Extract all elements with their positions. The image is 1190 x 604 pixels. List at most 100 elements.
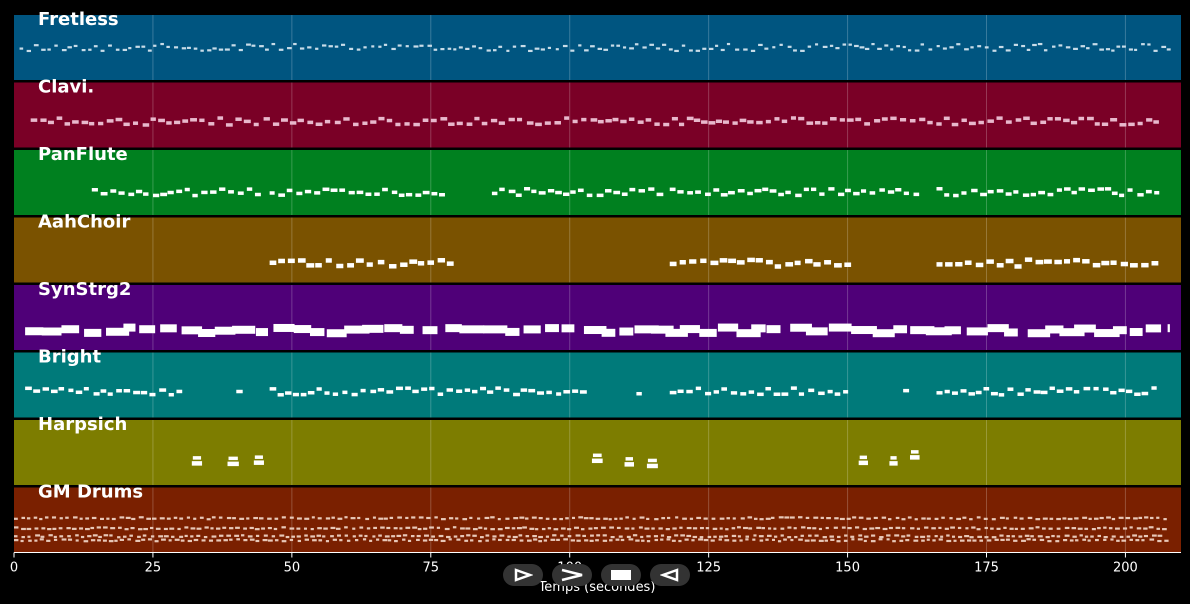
note	[747, 516, 753, 519]
note	[717, 323, 739, 332]
note	[100, 517, 104, 521]
note	[1156, 516, 1160, 519]
note	[1009, 527, 1014, 530]
note	[1110, 390, 1117, 395]
note	[854, 44, 859, 48]
note	[637, 120, 644, 124]
fast-forward-button[interactable]	[552, 564, 592, 586]
note	[146, 517, 151, 520]
note	[977, 535, 982, 538]
note	[98, 535, 102, 539]
note	[1028, 527, 1034, 530]
note	[470, 539, 474, 542]
note	[110, 527, 116, 530]
note	[635, 539, 640, 542]
note	[790, 116, 796, 120]
note	[735, 48, 740, 51]
note	[1083, 386, 1091, 391]
note	[588, 527, 593, 530]
note	[193, 47, 198, 50]
note	[325, 517, 331, 520]
note	[547, 46, 552, 50]
note	[907, 516, 912, 519]
note	[110, 189, 117, 193]
note	[570, 539, 576, 542]
note	[226, 516, 232, 520]
note	[304, 538, 309, 541]
note	[337, 517, 343, 520]
note	[1026, 48, 1031, 51]
note	[928, 48, 933, 51]
note	[281, 526, 286, 529]
note	[677, 389, 684, 394]
note	[1051, 534, 1055, 538]
stop-button[interactable]	[601, 564, 641, 586]
note	[583, 517, 589, 520]
note	[303, 527, 308, 530]
note	[263, 117, 270, 121]
note	[699, 526, 704, 530]
note	[1023, 116, 1030, 121]
note	[965, 527, 969, 530]
note	[1073, 257, 1081, 263]
note	[365, 192, 372, 197]
note	[154, 540, 159, 543]
rewind-button[interactable]	[650, 564, 690, 586]
note	[839, 517, 845, 521]
note	[511, 527, 516, 530]
note	[389, 264, 397, 269]
note	[718, 535, 724, 538]
note	[550, 538, 556, 541]
note	[30, 118, 38, 122]
note	[362, 538, 367, 541]
note	[1126, 535, 1131, 538]
note	[259, 45, 264, 48]
note	[211, 535, 217, 538]
note	[255, 539, 260, 543]
note	[228, 456, 238, 461]
note	[871, 42, 875, 46]
note	[1063, 259, 1071, 264]
note	[921, 539, 925, 542]
note	[827, 389, 833, 394]
note	[632, 517, 636, 520]
note	[255, 328, 268, 337]
note	[167, 190, 174, 195]
note	[570, 49, 575, 52]
note	[429, 526, 434, 529]
note	[807, 45, 812, 48]
note	[920, 535, 926, 538]
note	[34, 539, 38, 542]
note	[448, 122, 455, 126]
note	[520, 388, 528, 392]
note	[961, 191, 967, 195]
note	[316, 534, 322, 537]
note	[768, 527, 772, 530]
note	[437, 392, 444, 396]
note	[949, 46, 954, 49]
note	[133, 390, 141, 395]
note	[761, 527, 765, 530]
note	[339, 539, 343, 542]
note	[642, 46, 647, 49]
note	[1086, 47, 1090, 50]
play-button[interactable]	[503, 564, 543, 586]
note	[1005, 517, 1009, 520]
note	[20, 539, 24, 543]
note	[845, 188, 851, 193]
note	[399, 325, 414, 334]
note	[280, 118, 288, 122]
track-background	[14, 352, 1181, 418]
note	[161, 538, 166, 541]
note	[322, 44, 327, 47]
note	[1004, 328, 1018, 337]
note	[422, 190, 430, 195]
note	[560, 534, 564, 537]
note	[888, 526, 893, 530]
note	[810, 187, 817, 192]
note	[679, 260, 686, 265]
note	[1024, 257, 1033, 262]
note	[498, 121, 505, 125]
note	[1134, 48, 1138, 51]
note	[383, 43, 388, 46]
